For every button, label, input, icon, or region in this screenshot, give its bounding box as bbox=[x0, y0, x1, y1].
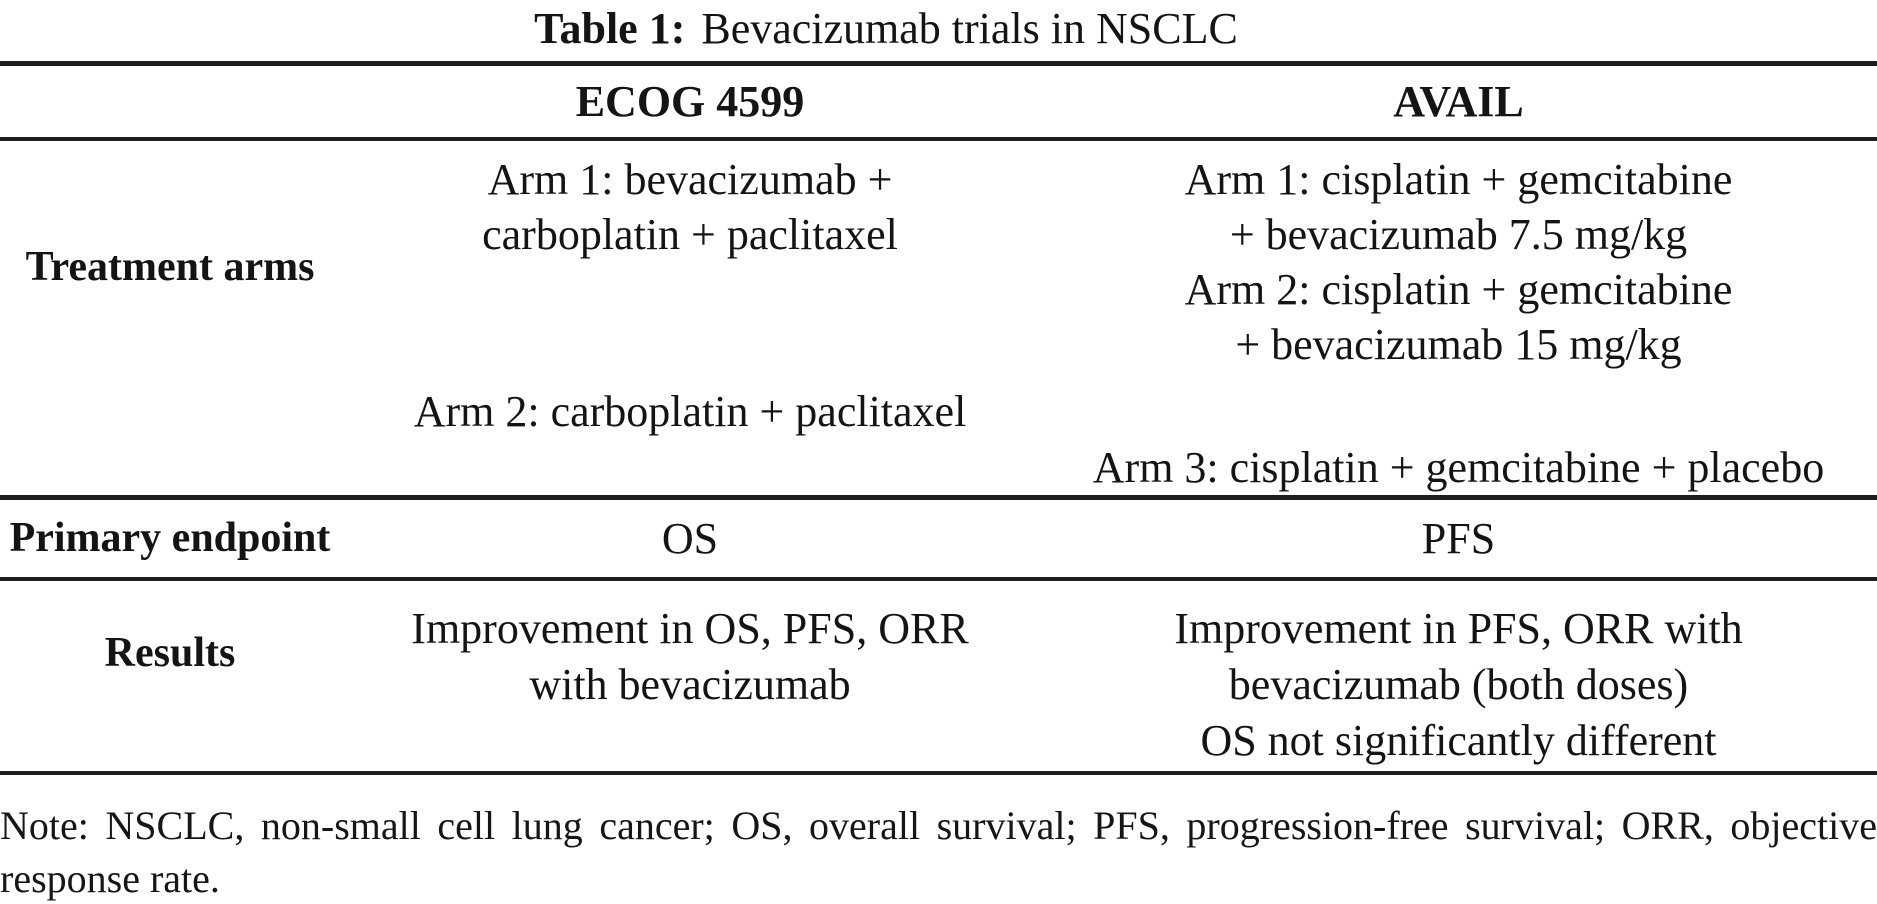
treatment-arms-avail-cell: Arm 1: cisplatin + gemcitabine + bevaciz… bbox=[1040, 141, 1877, 495]
table-cell-line: PFS bbox=[1421, 514, 1496, 563]
table-cell-line: Improvement in PFS, ORR with bbox=[1174, 604, 1743, 653]
results-avail-cell: Improvement in PFS, ORR with bevacizumab… bbox=[1040, 581, 1877, 771]
table-caption: Table 1: Bevacizumab trials in NSCLC bbox=[0, 4, 1772, 54]
table-cell-line: Arm 2: cisplatin + gemcitabine bbox=[1184, 265, 1733, 314]
column-header-avail-cell: AVAIL bbox=[1040, 66, 1877, 137]
footnote-line: Note: NSCLC, non-small cell lung cancer;… bbox=[0, 803, 1877, 848]
table-cell-line: Arm 2: carboplatin + paclitaxel bbox=[413, 387, 967, 436]
table-cell-line: Improvement in OS, PFS, ORR bbox=[411, 604, 969, 653]
column-header-avail: AVAIL bbox=[1393, 77, 1524, 126]
row-treatment-arms: Treatment arms Arm 1: bevacizumab + carb… bbox=[0, 141, 1877, 495]
table-cell-line: OS bbox=[661, 514, 719, 563]
table-cell-line: + bevacizumab 15 mg/kg bbox=[1235, 320, 1682, 369]
column-header-ecog-cell: ECOG 4599 bbox=[340, 66, 1040, 137]
header-spacer-cell bbox=[0, 66, 340, 137]
primary-endpoint-ecog-cell: OS bbox=[340, 500, 1040, 577]
table-cell-line: Arm 1: bevacizumab + bbox=[487, 155, 893, 204]
table-cell-line: OS not significantly different bbox=[1200, 716, 1717, 765]
rule-below-treatment-arms bbox=[0, 495, 1877, 500]
table-cell-line: with bevacizumab bbox=[529, 660, 851, 709]
table-cell-line: Arm 1: cisplatin + gemcitabine bbox=[1184, 155, 1733, 204]
footnote-line: response rate. bbox=[0, 856, 220, 901]
table-cell-line: bevacizumab (both doses) bbox=[1228, 660, 1689, 709]
row-label-treatment-arms: Treatment arms bbox=[25, 244, 315, 290]
results-ecog-cell: Improvement in OS, PFS, ORR with bevaciz… bbox=[340, 581, 1040, 771]
rule-bottom bbox=[0, 771, 1877, 775]
table-footnote: Note: NSCLC, non-small cell lung cancer;… bbox=[0, 775, 1877, 904]
table-caption-text: Bevacizumab trials in NSCLC bbox=[701, 4, 1238, 53]
row-results: Results Improvement in OS, PFS, ORR with… bbox=[0, 581, 1877, 771]
row-primary-endpoint: Primary endpoint OS PFS bbox=[0, 500, 1877, 577]
treatment-arms-ecog-cell: Arm 1: bevacizumab + carboplatin + pacli… bbox=[340, 141, 1040, 495]
table-cell-line: Arm 3: cisplatin + gemcitabine + placebo bbox=[1092, 443, 1825, 492]
rule-below-header bbox=[0, 137, 1877, 141]
row-label-cell: Treatment arms bbox=[0, 141, 340, 495]
column-header-ecog: ECOG 4599 bbox=[575, 77, 805, 126]
rule-below-primary-endpoint bbox=[0, 577, 1877, 581]
row-label-results: Results bbox=[104, 630, 236, 676]
table-cell-line: carboplatin + paclitaxel bbox=[482, 210, 898, 259]
primary-endpoint-avail-cell: PFS bbox=[1040, 500, 1877, 577]
row-label-cell: Results bbox=[0, 581, 340, 771]
column-header-row: ECOG 4599 AVAIL bbox=[0, 66, 1877, 137]
row-label-cell: Primary endpoint bbox=[0, 500, 340, 577]
rule-top bbox=[0, 61, 1877, 66]
table-cell-line: + bevacizumab 7.5 mg/kg bbox=[1229, 210, 1688, 259]
table-caption-number: Table 1: bbox=[534, 4, 686, 53]
row-label-primary-endpoint: Primary endpoint bbox=[9, 515, 331, 561]
